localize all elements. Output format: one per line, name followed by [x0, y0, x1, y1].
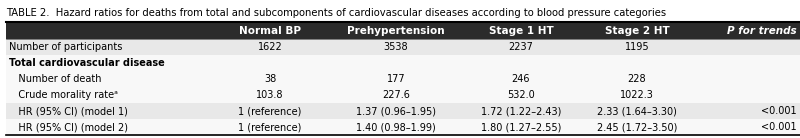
Text: HR (95% CI) (model 1): HR (95% CI) (model 1) — [9, 106, 128, 116]
Text: Normal BP: Normal BP — [239, 26, 301, 35]
Text: 1 (reference): 1 (reference) — [238, 106, 302, 116]
Text: Number of death: Number of death — [9, 74, 102, 84]
Text: 103.8: 103.8 — [256, 90, 284, 100]
Text: 1622: 1622 — [258, 42, 282, 52]
Text: 2237: 2237 — [509, 42, 534, 52]
Text: <0.001: <0.001 — [762, 122, 797, 132]
Text: 1195: 1195 — [625, 42, 650, 52]
Text: 38: 38 — [264, 74, 276, 84]
Text: Prehypertension: Prehypertension — [347, 26, 445, 35]
Text: 177: 177 — [386, 74, 406, 84]
Text: TABLE 2.  Hazard ratios for deaths from total and subcomponents of cardiovascula: TABLE 2. Hazard ratios for deaths from t… — [6, 8, 666, 18]
Text: 2.33 (1.64–3.30): 2.33 (1.64–3.30) — [597, 106, 677, 116]
Text: Crude morality rateᵃ: Crude morality rateᵃ — [9, 90, 118, 100]
Text: 1.37 (0.96–1.95): 1.37 (0.96–1.95) — [356, 106, 436, 116]
Text: Number of participants: Number of participants — [9, 42, 122, 52]
Text: 1.40 (0.98–1.99): 1.40 (0.98–1.99) — [356, 122, 436, 132]
Text: 1 (reference): 1 (reference) — [238, 122, 302, 132]
Text: P for trends: P for trends — [727, 26, 797, 35]
Text: 2.45 (1.72–3.50): 2.45 (1.72–3.50) — [597, 122, 677, 132]
Text: 1.80 (1.27–2.55): 1.80 (1.27–2.55) — [481, 122, 561, 132]
Text: 228: 228 — [628, 74, 646, 84]
Text: 532.0: 532.0 — [507, 90, 535, 100]
Text: Total cardiovascular disease: Total cardiovascular disease — [9, 58, 165, 68]
Text: <0.001: <0.001 — [762, 106, 797, 116]
Text: Stage 2 HT: Stage 2 HT — [605, 26, 670, 35]
Text: 1.72 (1.22–2.43): 1.72 (1.22–2.43) — [481, 106, 561, 116]
Text: Stage 1 HT: Stage 1 HT — [489, 26, 554, 35]
Text: 227.6: 227.6 — [382, 90, 410, 100]
Text: 246: 246 — [512, 74, 530, 84]
Text: 1022.3: 1022.3 — [620, 90, 654, 100]
Text: HR (95% CI) (model 2): HR (95% CI) (model 2) — [9, 122, 128, 132]
Text: 3538: 3538 — [384, 42, 408, 52]
